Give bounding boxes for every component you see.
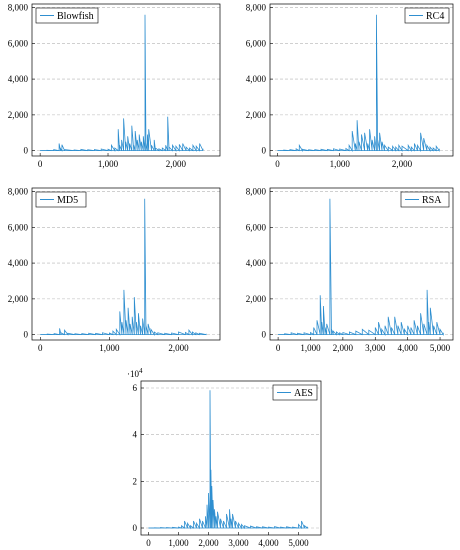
legend-box	[400, 191, 450, 208]
x-tick-label: 4,000	[258, 538, 279, 548]
x-tick-label: 0	[276, 343, 281, 353]
plot-frame	[31, 3, 221, 157]
x-tick-label: 1,000	[168, 538, 189, 548]
plot-frame	[31, 187, 221, 341]
plot-frame	[140, 380, 322, 536]
y-tick-label: 0	[262, 146, 267, 156]
series-line-rsa	[278, 198, 444, 336]
series-line-aes	[148, 390, 308, 530]
series-line-md5	[40, 198, 207, 336]
y-tick-label: 4,000	[246, 258, 267, 268]
y-tick-label: 4	[133, 430, 138, 440]
x-tick-label: 1,000	[99, 343, 120, 353]
y-tick-label: 2,000	[8, 294, 29, 304]
legend: Blowfish	[35, 7, 99, 24]
y-tick-label: 6,000	[246, 38, 267, 48]
plot-frame	[269, 3, 454, 157]
legend-box	[272, 384, 318, 401]
series-line-blowfish	[40, 14, 204, 152]
y-tick-label: 4,000	[246, 74, 267, 84]
y-tick-label: 6,000	[246, 222, 267, 232]
legend-label: RC4	[426, 11, 444, 22]
y-tick-label: 8,000	[246, 187, 267, 197]
plot-frame	[269, 187, 454, 341]
x-tick-label: 0	[38, 159, 43, 169]
x-tick-label: 1,000	[98, 159, 119, 169]
x-tick-label: 3,000	[365, 343, 386, 353]
y-tick-label: 2,000	[8, 110, 29, 120]
x-tick-label: 2,000	[392, 159, 413, 169]
legend-label: Blowfish	[57, 11, 94, 22]
series-line-rc4	[277, 14, 440, 153]
legend-label: MD5	[57, 195, 78, 206]
y-tick-label: 6	[133, 383, 138, 393]
x-tick-label: 0	[146, 538, 151, 548]
y-tick-label: 4,000	[8, 74, 29, 84]
x-tick-label: 5,000	[430, 343, 451, 353]
y-tick-label: 0	[262, 330, 267, 340]
legend-label: AES	[294, 388, 313, 399]
y-tick-label: 2	[133, 476, 138, 486]
x-tick-label: 0	[38, 343, 43, 353]
y-tick-label: 6,000	[8, 222, 29, 232]
y-tick-label: 4,000	[8, 258, 29, 268]
y-multiplier-label: ·104	[127, 367, 143, 379]
y-tick-label: 2,000	[246, 110, 267, 120]
x-tick-label: 2,000	[166, 159, 187, 169]
x-tick-label: 2,000	[168, 343, 189, 353]
legend: AES	[272, 384, 318, 401]
chart-5: 0 2 4 6 0 1,000 2,000 3,000 4,000 5,000 ·104 AES	[127, 367, 322, 548]
y-tick-label: 0	[24, 330, 29, 340]
legend: RC4	[404, 7, 450, 24]
legend-box	[35, 7, 99, 24]
x-tick-label: 4,000	[398, 343, 419, 353]
chart-1: 0 2,000 4,000 6,000 8,000 0 1,000 2,000 Blowfish	[8, 3, 221, 169]
y-tick-label: 8,000	[246, 3, 267, 13]
chart-2: 0 2,000 4,000 6,000 8,000 0 1,000 2,000 RC4	[246, 3, 454, 169]
x-tick-label: 1,000	[300, 343, 321, 353]
x-tick-label: 2,000	[333, 343, 354, 353]
x-tick-label: 3,000	[228, 538, 249, 548]
legend: RSA	[400, 191, 450, 208]
chart-4: 0 2,000 4,000 6,000 8,000 0 1,000 2,000 3,000 4,0…	[246, 187, 454, 353]
y-tick-label: 6,000	[8, 38, 29, 48]
y-tick-label: 0	[24, 146, 29, 156]
y-tick-label: 8,000	[8, 3, 29, 13]
x-tick-label: 0	[275, 159, 280, 169]
legend: MD5	[35, 191, 87, 208]
chart-3: 0 2,000 4,000 6,000 8,000 0 1,000 2,000 MD5	[8, 187, 221, 353]
y-tick-label: 8,000	[8, 187, 29, 197]
x-tick-label: 2,000	[198, 538, 219, 548]
legend-label: RSA	[422, 195, 442, 206]
x-tick-label: 1,000	[330, 159, 351, 169]
x-tick-label: 5,000	[288, 538, 309, 548]
y-tick-label: 2,000	[246, 294, 267, 304]
legend-box	[404, 7, 450, 24]
y-tick-label: 0	[133, 523, 138, 533]
legend-box	[35, 191, 87, 208]
